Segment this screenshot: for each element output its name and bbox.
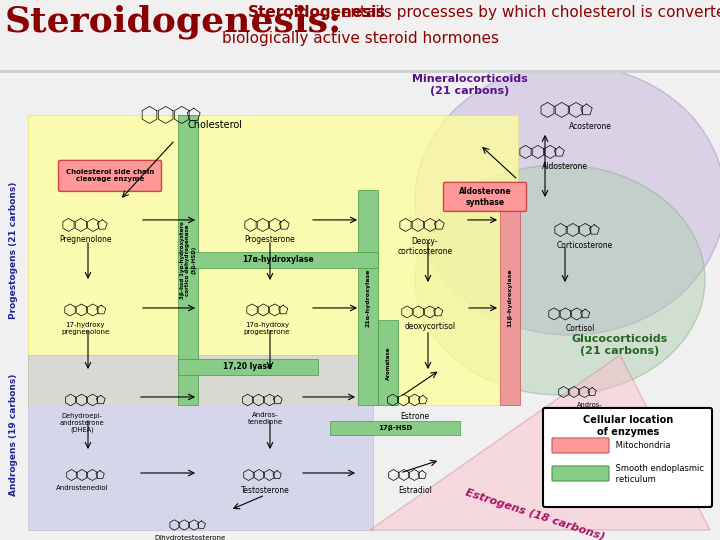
- FancyBboxPatch shape: [444, 183, 526, 212]
- Bar: [178, 115, 198, 405]
- Bar: [358, 190, 378, 405]
- Text: Progestogens (21 carbons): Progestogens (21 carbons): [9, 181, 19, 319]
- Text: Aromatase: Aromatase: [385, 346, 390, 380]
- Text: Steroidogenesis: Steroidogenesis: [248, 5, 387, 20]
- Bar: [178, 359, 318, 375]
- Text: entails processes by which cholesterol is converted to: entails processes by which cholesterol i…: [336, 5, 720, 20]
- Ellipse shape: [415, 165, 705, 395]
- Text: Dehydroepi-
androsterone
(DHEA): Dehydroepi- androsterone (DHEA): [60, 413, 104, 434]
- FancyBboxPatch shape: [58, 160, 161, 191]
- Bar: [500, 190, 520, 405]
- Text: Deoxy-
corticosterone: Deoxy- corticosterone: [397, 237, 453, 256]
- Text: 21α-hydroxylase: 21α-hydroxylase: [366, 269, 371, 327]
- Text: Cholesterol: Cholesterol: [187, 120, 243, 130]
- Text: Glucocorticoids
(21 carbons): Glucocorticoids (21 carbons): [572, 334, 668, 356]
- Text: Acosterone: Acosterone: [569, 122, 611, 131]
- Text: Androgens (19 carbons): Androgens (19 carbons): [9, 374, 19, 496]
- Text: Cellular location
of enzymes: Cellular location of enzymes: [583, 415, 673, 436]
- Text: Steroidogenesis:: Steroidogenesis:: [5, 5, 343, 39]
- Text: 17-hydroxy
pregnenolone: 17-hydroxy pregnenolone: [61, 322, 109, 335]
- Text: 3β-hsd 1yα-hydroxystero
cortico dehydrogenase
(3β-HSD): 3β-hsd 1yα-hydroxystero cortico dehydrog…: [180, 221, 197, 299]
- Ellipse shape: [415, 65, 720, 335]
- Text: Andros-
tenediol: Andros- tenediol: [577, 402, 603, 415]
- FancyBboxPatch shape: [552, 466, 609, 481]
- Text: 17,20 lyase: 17,20 lyase: [223, 362, 273, 372]
- Polygon shape: [370, 355, 710, 530]
- Text: Cholesterol side chain
cleavage enzyme: Cholesterol side chain cleavage enzyme: [66, 170, 154, 183]
- Text: Androstenediol: Androstenediol: [55, 485, 108, 491]
- Text: 17α-hydroxylase: 17α-hydroxylase: [242, 255, 314, 265]
- Text: Aldosterone
synthase: Aldosterone synthase: [459, 187, 511, 207]
- Text: Smooth endoplasmic
 reticulum: Smooth endoplasmic reticulum: [613, 464, 704, 484]
- Text: Cortisol: Cortisol: [565, 324, 595, 333]
- Text: biologically active steroid hormones: biologically active steroid hormones: [222, 31, 498, 46]
- Text: Estro: Estro: [591, 480, 609, 486]
- Text: 11β-hydroxylase: 11β-hydroxylase: [508, 268, 513, 327]
- FancyBboxPatch shape: [543, 408, 712, 507]
- Text: Corticosterone: Corticosterone: [557, 241, 613, 250]
- Text: Mineralocorticoids
(21 carbons): Mineralocorticoids (21 carbons): [412, 74, 528, 96]
- Text: 17β-HSD: 17β-HSD: [378, 425, 412, 431]
- Text: Dihydrotestosterone: Dihydrotestosterone: [154, 535, 225, 540]
- FancyBboxPatch shape: [552, 438, 609, 453]
- Text: deoxycortisol: deoxycortisol: [405, 322, 456, 331]
- Text: Testosterone: Testosterone: [240, 486, 289, 495]
- Text: Progesterone: Progesterone: [245, 235, 295, 244]
- Bar: [330, 421, 460, 435]
- Text: 17α-hydroxy
progesterone: 17α-hydroxy progesterone: [244, 322, 290, 335]
- Bar: [28, 355, 373, 530]
- Text: Estrogens (18 carbons): Estrogens (18 carbons): [464, 488, 606, 540]
- Text: Estradiol: Estradiol: [398, 486, 432, 495]
- Text: Estrone: Estrone: [400, 412, 430, 421]
- Bar: [178, 252, 378, 268]
- Bar: [28, 115, 518, 405]
- Text: Pregnenolone: Pregnenolone: [59, 235, 112, 244]
- Text: Mitochondria: Mitochondria: [613, 442, 670, 450]
- Bar: [378, 320, 398, 405]
- Text: Aldosterone: Aldosterone: [542, 162, 588, 171]
- Text: Andros-
tenedione: Andros- tenedione: [248, 412, 282, 425]
